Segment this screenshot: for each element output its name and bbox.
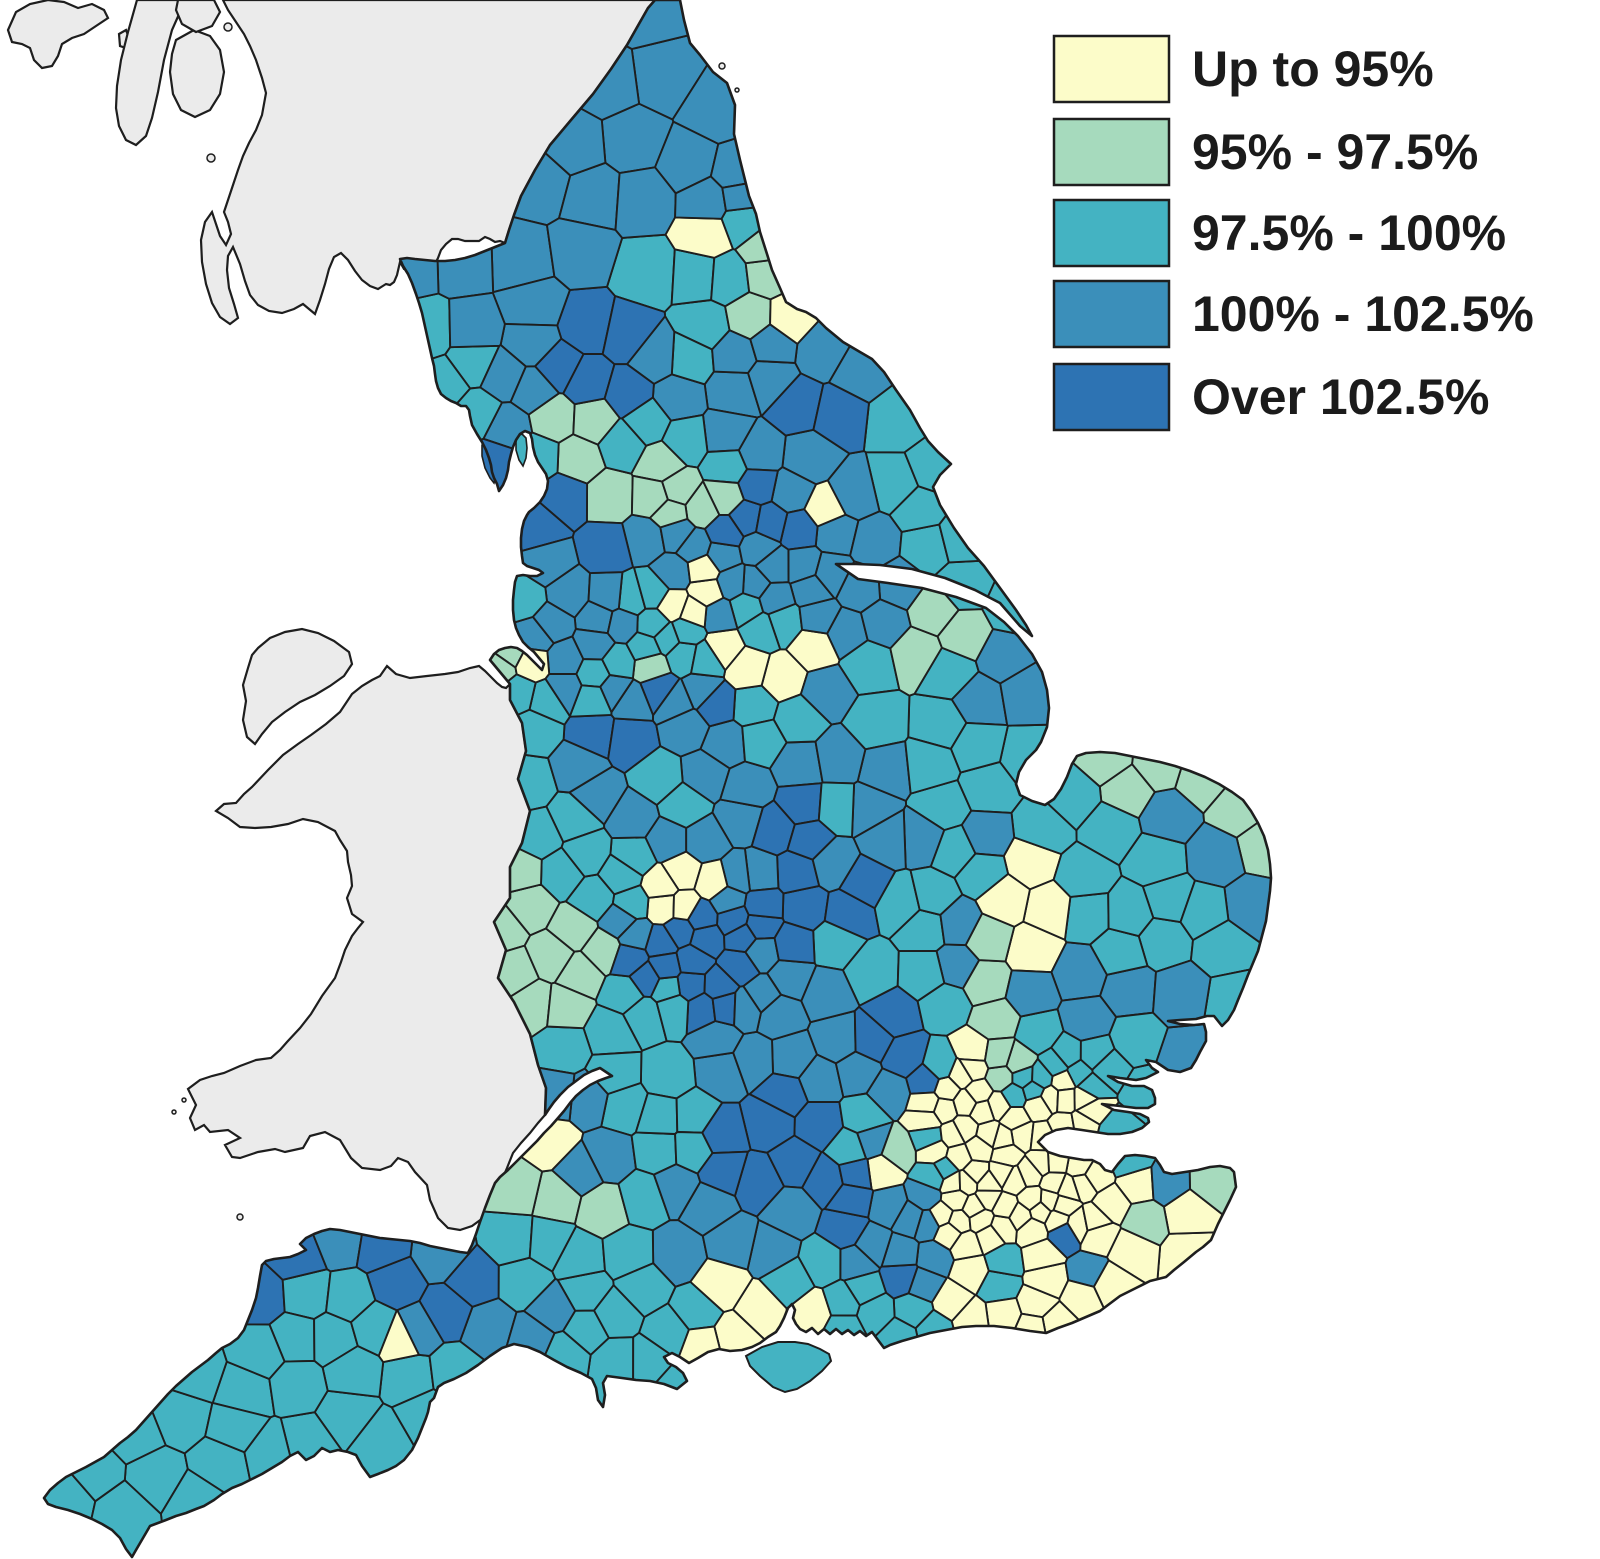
svg-text:100% - 102.5%: 100% - 102.5%	[1192, 286, 1534, 342]
svg-text:97.5% - 100%: 97.5% - 100%	[1192, 205, 1506, 261]
svg-text:Over 102.5%: Over 102.5%	[1192, 369, 1489, 425]
svg-text:Up to 95%: Up to 95%	[1192, 41, 1434, 97]
svg-text:95% - 97.5%: 95% - 97.5%	[1192, 124, 1478, 180]
